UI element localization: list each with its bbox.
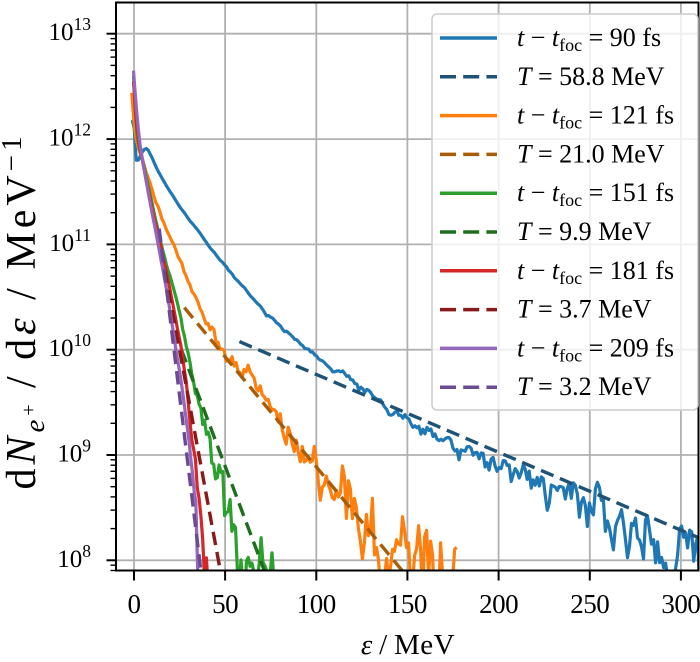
svg-text:50: 50 bbox=[212, 589, 238, 619]
svg-text:T = 21.0 MeV: T = 21.0 MeV bbox=[517, 139, 665, 168]
svg-text:1011: 1011 bbox=[49, 225, 91, 257]
svg-text:300: 300 bbox=[661, 589, 700, 619]
svg-text:T = 9.9 MeV: T = 9.9 MeV bbox=[517, 217, 652, 246]
svg-text:ε / MeV: ε / MeV bbox=[361, 629, 455, 657]
svg-text:150: 150 bbox=[388, 589, 427, 619]
svg-text:T = 3.7 MeV: T = 3.7 MeV bbox=[517, 295, 652, 324]
svg-text:1012: 1012 bbox=[49, 120, 92, 152]
svg-text:dNe+ / dε / MeV−1: dNe+ / dε / MeV−1 bbox=[0, 132, 51, 489]
svg-text:t − tfoc = 90 fs: t − tfoc = 90 fs bbox=[517, 23, 661, 55]
svg-text:T = 58.8 MeV: T = 58.8 MeV bbox=[517, 62, 665, 91]
svg-text:t − tfoc = 121 fs: t − tfoc = 121 fs bbox=[517, 101, 674, 133]
svg-text:t − tfoc = 151 fs: t − tfoc = 151 fs bbox=[517, 178, 674, 210]
svg-text:t − tfoc = 209 fs: t − tfoc = 209 fs bbox=[517, 333, 674, 365]
svg-text:200: 200 bbox=[479, 589, 518, 619]
svg-text:1013: 1013 bbox=[49, 14, 92, 46]
svg-text:T = 3.2 MeV: T = 3.2 MeV bbox=[517, 372, 652, 401]
svg-text:250: 250 bbox=[570, 589, 609, 619]
svg-text:0: 0 bbox=[128, 589, 141, 619]
svg-text:t − tfoc = 181 fs: t − tfoc = 181 fs bbox=[517, 256, 674, 288]
svg-text:100: 100 bbox=[297, 589, 336, 619]
